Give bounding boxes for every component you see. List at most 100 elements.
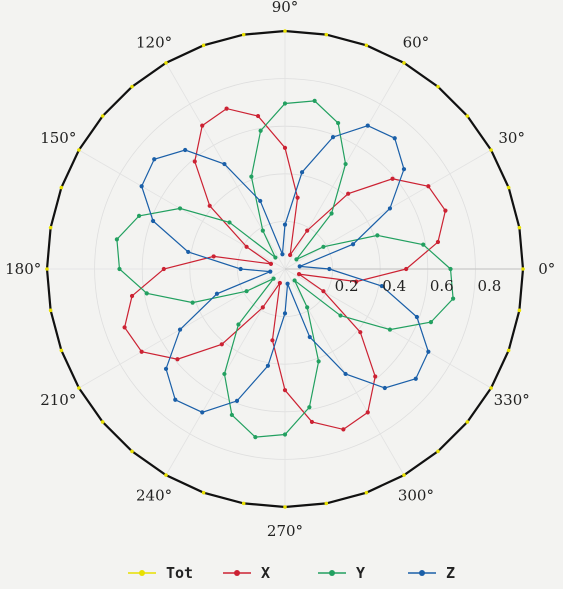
- series-point-tot-27: [283, 505, 287, 509]
- series-point-y-26: [253, 435, 258, 440]
- series-point-x-13: [192, 159, 197, 164]
- series-point-x-10: [255, 113, 261, 119]
- series-point-tot-25: [201, 490, 206, 495]
- series-point-y-12: [260, 228, 265, 233]
- series-point-y-28: [307, 405, 312, 410]
- series-point-tot-24: [164, 473, 168, 477]
- radial-label-4: 0.8: [477, 277, 501, 295]
- series-point-y-33: [387, 327, 393, 332]
- series-point-y-30: [305, 305, 310, 310]
- series-point-tot-32: [465, 420, 470, 424]
- angle-label-90: 90°: [272, 0, 299, 16]
- series-point-z-18: [238, 266, 243, 272]
- series-point-tot-1: [517, 225, 522, 230]
- series-point-x-27: [282, 388, 288, 393]
- series-point-tot-7: [364, 43, 369, 48]
- series-point-z-16: [151, 218, 156, 224]
- angle-label-30: 30°: [498, 129, 525, 147]
- series-point-tot-13: [130, 84, 134, 89]
- series-point-x-28: [309, 419, 315, 425]
- series-point-z-0: [327, 266, 332, 272]
- legend-label-y: Y: [356, 564, 365, 582]
- series-point-tot-35: [517, 308, 522, 313]
- series-point-y-13: [273, 255, 278, 260]
- series-point-x-14: [207, 203, 212, 208]
- series-point-z-15: [139, 184, 144, 189]
- series-point-y-21: [244, 289, 249, 294]
- series-point-y-22: [271, 276, 276, 281]
- series-point-y-4: [294, 257, 299, 262]
- series-point-z-34: [414, 314, 419, 320]
- series-point-tot-10: [241, 32, 246, 37]
- series-point-tot-26: [241, 501, 246, 506]
- series-point-y-5: [329, 211, 334, 216]
- series-point-z-11: [258, 198, 263, 204]
- series-point-y-17: [114, 237, 119, 242]
- series-point-tot-15: [77, 148, 81, 152]
- series-point-tot-3: [489, 148, 493, 152]
- legend-marker-y: [329, 570, 335, 576]
- series-point-z-30: [343, 371, 348, 377]
- series-point-tot-23: [130, 449, 134, 454]
- series-point-x-1: [435, 239, 441, 245]
- radial-label-3: 0.6: [430, 277, 454, 295]
- series-point-z-14: [152, 157, 157, 162]
- series-point-z-1: [297, 264, 302, 269]
- series-point-z-5: [392, 136, 397, 141]
- series-point-y-7: [336, 120, 341, 126]
- series-point-y-24: [222, 371, 227, 377]
- angle-label-60: 60°: [403, 33, 430, 51]
- series-point-z-7: [330, 135, 336, 140]
- series-point-z-13: [183, 147, 188, 153]
- series-point-z-29: [307, 334, 312, 340]
- series-point-z-35: [379, 283, 384, 289]
- series-point-z-10: [280, 252, 285, 257]
- series-point-z-21: [177, 327, 183, 332]
- series-point-tot-0: [521, 267, 525, 271]
- series-point-z-26: [265, 363, 271, 368]
- series-point-x-15: [244, 244, 249, 249]
- series-point-x-16: [268, 261, 274, 266]
- series-point-x-8: [295, 195, 300, 200]
- series-point-x-7: [288, 252, 293, 258]
- series-point-y-25: [229, 412, 234, 418]
- series-point-tot-11: [201, 43, 206, 48]
- angle-label-270: 270°: [267, 522, 303, 540]
- series-point-y-19: [144, 291, 149, 296]
- series-point-y-9: [282, 101, 288, 106]
- series-point-tot-6: [402, 61, 406, 65]
- series-point-x-20: [122, 325, 127, 330]
- series-point-z-24: [200, 410, 205, 415]
- legend-label-tot: Tot: [166, 564, 193, 582]
- series-point-tot-20: [59, 348, 64, 353]
- series-point-z-8: [299, 170, 305, 175]
- series-point-y-3: [321, 244, 326, 249]
- angle-label-0: 0°: [538, 260, 555, 278]
- series-point-x-12: [200, 123, 205, 128]
- series-point-x-22: [175, 357, 180, 362]
- series-point-x-26: [270, 338, 275, 343]
- series-point-y-16: [136, 213, 142, 218]
- radial-label-2: 0.4: [382, 277, 406, 295]
- series-point-x-24: [260, 305, 265, 310]
- angle-label-330: 330°: [494, 391, 530, 409]
- series-point-y-20: [190, 300, 195, 305]
- series-point-x-11: [224, 106, 229, 111]
- series-point-z-3: [387, 206, 393, 211]
- series-point-z-23: [173, 397, 178, 402]
- legend-label-x: X: [261, 564, 270, 582]
- radial-label-1: 0.2: [335, 277, 359, 295]
- series-point-tot-33: [489, 386, 493, 390]
- series-point-x-23: [219, 342, 224, 347]
- series-point-x-19: [129, 293, 135, 299]
- series-point-tot-5: [436, 84, 440, 89]
- series-point-tot-4: [465, 114, 470, 118]
- series-point-x-0: [404, 266, 409, 272]
- series-point-y-35: [451, 296, 456, 301]
- series-point-x-32: [358, 330, 363, 335]
- angle-label-240: 240°: [136, 487, 172, 505]
- series-point-x-18: [161, 266, 166, 272]
- series-point-y-2: [375, 233, 380, 238]
- series-point-z-22: [163, 366, 169, 371]
